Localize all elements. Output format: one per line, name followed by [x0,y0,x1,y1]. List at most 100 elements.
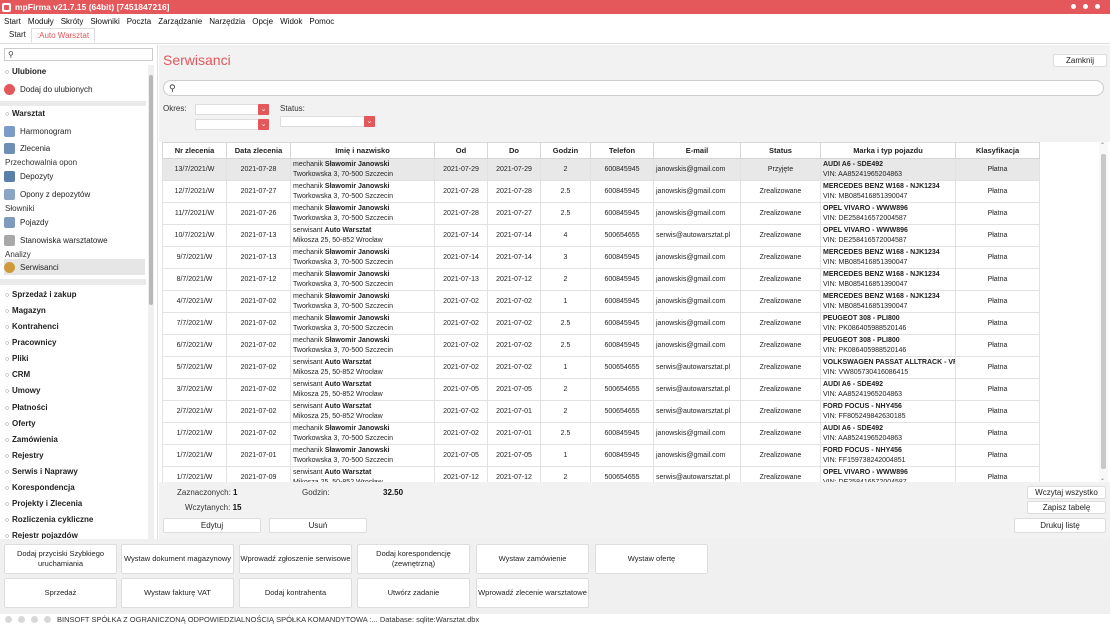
edit-button[interactable]: Edytuj [163,518,261,533]
table-row[interactable]: 5/7/2021/W 2021-07-02 serwisant Auto Warsz… [162,356,1040,379]
close-button[interactable]: Zamknij [1053,54,1107,67]
quick-workshop-order-button[interactable]: Wprowadź zlecenie warsztatowe [476,578,589,608]
col-telefon[interactable]: Telefon [590,142,654,159]
scroll-up-icon[interactable]: ⌃ [1100,143,1106,149]
sidebar-section-rejestry[interactable]: ○ Rejestry [0,448,146,464]
table-row[interactable]: 6/7/2021/W 2021-07-02 mechanik Sławomir Ja… [162,334,1040,357]
sidebar-section-kontrahenci[interactable]: ○ Kontrahenci [0,319,146,335]
table-row[interactable]: 1/7/2021/W 2021-07-09 serwisant Auto Warsz… [162,466,1040,482]
sidebar-item-dodaj-ulubione[interactable]: Dodaj do ulubionych [4,81,145,97]
sidebar-section-pracownicy[interactable]: ○ Pracownicy [0,335,146,351]
cell-status: Zrealizowane [740,422,821,445]
table-row[interactable]: 8/7/2021/W 2021-07-12 mechanik Sławomir Ja… [162,268,1040,291]
sidebar-item-zlecenia[interactable]: Zlecenia [4,140,145,156]
quick-add-contractor-button[interactable]: Dodaj kontrahenta [239,578,352,608]
sidebar-section-sprzedaz[interactable]: ○ Sprzedaż i zakup [0,287,146,303]
scrollbar-thumb[interactable] [1101,154,1106,469]
col-nr-zlecenia[interactable]: Nr zlecenia [162,142,227,159]
menu-pomoc[interactable]: Pomoc [309,16,335,26]
table-row[interactable]: 10/7/2021/W 2021-07-13 serwisant Auto Wars… [162,224,1040,247]
table-row[interactable]: 1/7/2021/W 2021-07-01 mechanik Sławomir Ja… [162,444,1040,467]
load-all-button[interactable]: Wczytaj wszystko [1027,486,1106,499]
maximize-dot-icon[interactable] [1083,4,1088,9]
close-dot-icon[interactable] [1095,4,1100,9]
sidebar-section-rozliczenia[interactable]: ○ Rozliczenia cykliczne [0,512,146,528]
sidebar-section-projekty[interactable]: ○ Projekty i Zlecenia [0,496,146,512]
sidebar-item-opony[interactable]: Opony z depozytów [4,186,145,202]
okres-to-dropdown[interactable]: ⌄ [195,119,269,130]
table-row[interactable]: 4/7/2021/W 2021-07-02 mechanik Sławomir Ja… [162,290,1040,313]
sidebar-section-zamowienia[interactable]: ○ Zamówienia [0,432,146,448]
window-controls[interactable] [1071,4,1100,9]
table-row[interactable]: 13/7/2021/W 2021-07-28 mechanik Sławomir J… [162,158,1040,181]
table-row[interactable]: 3/7/2021/W 2021-07-02 serwisant Auto Warsz… [162,378,1040,401]
sidebar-section-umowy[interactable]: ○ Umowy [0,383,146,399]
sidebar-section-ulubione[interactable]: ○ Ulubione [0,64,146,80]
quick-warehouse-doc-button[interactable]: Wystaw dokument magazynowy [121,544,234,574]
menu-moduly[interactable]: Moduły [27,16,54,26]
col-godzin[interactable]: Godzin [540,142,591,159]
table-row[interactable]: 12/7/2021/W 2021-07-27 mechanik Sławomir J… [162,180,1040,203]
col-email[interactable]: E-mail [653,142,741,159]
col-imie-nazwisko[interactable]: Imię i nazwisko [290,142,435,159]
sidebar-scrollbar[interactable] [148,65,154,539]
minimize-dot-icon[interactable] [1071,4,1076,9]
sidebar-section-crm[interactable]: ○ CRM [0,367,146,383]
quick-create-task-button[interactable]: Utwórz zadanie [357,578,470,608]
col-od[interactable]: Od [434,142,488,159]
delete-button[interactable]: Usuń [269,518,367,533]
table-row[interactable]: 2/7/2021/W 2021-07-02 serwisant Auto Warsz… [162,400,1040,423]
sidebar-section-warsztat[interactable]: ○ Warsztat [0,106,146,122]
scrollbar-thumb[interactable] [149,75,153,305]
sidebar-section-korespondencja[interactable]: ○ Korespondencja [0,480,146,496]
col-klasyfikacja[interactable]: Klasyfikacja [955,142,1040,159]
print-list-button[interactable]: Drukuj listę [1014,518,1106,533]
sidebar-search-input[interactable]: ⚲ [4,48,153,61]
table-row[interactable]: 1/7/2021/W 2021-07-02 mechanik Sławomir Ja… [162,422,1040,445]
table-row[interactable]: 7/7/2021/W 2021-07-02 mechanik Sławomir Ja… [162,312,1040,335]
quick-add-shortcuts-button[interactable]: Dodaj przyciski Szybkiego uruchamiania [4,544,117,574]
sidebar-item-harmonogram[interactable]: Harmonogram [4,123,145,139]
quick-order-button[interactable]: Wystaw zamówienie [476,544,589,574]
cell-od: 2021-07-28 [434,180,488,203]
sidebar-item-serwisanci[interactable]: Serwisanci [4,259,145,275]
menu-zarzadzanie[interactable]: Zarządzanie [158,16,203,26]
quick-sale-button[interactable]: Sprzedaż [4,578,117,608]
menu-opcje[interactable]: Opcje [252,16,274,26]
sidebar-section-serwis[interactable]: ○ Serwis i Naprawy [0,464,146,480]
tab-start[interactable]: Start [9,30,26,39]
table-scrollbar[interactable]: ⌃ ⌄ [1099,142,1108,482]
sidebar-section-oferty[interactable]: ○ Oferty [0,416,146,432]
col-do[interactable]: Do [487,142,541,159]
sidebar-section-rejestr-pojazdow[interactable]: ○ Rejestr pojazdów [0,528,146,539]
col-marka[interactable]: Marka i typ pojazdu [820,142,956,159]
quick-offer-button[interactable]: Wystaw ofertę [595,544,708,574]
col-data-zlecenia[interactable]: Data zlecenia [226,142,291,159]
sidebar-section-platnosci[interactable]: ○ Płatności [0,400,146,416]
status-dropdown[interactable]: ⌄ [280,116,375,127]
menu-bar: Start Moduły Skróty Słowniki Poczta Zarz… [0,14,1110,28]
sidebar-section-magazyn[interactable]: ○ Magazyn [0,303,146,319]
menu-poczta[interactable]: Poczta [126,16,152,26]
save-table-button[interactable]: Zapisz tabelę [1027,501,1106,514]
table-row[interactable]: 11/7/2021/W 2021-07-26 mechanik Sławomir J… [162,202,1040,225]
table-row[interactable]: 9/7/2021/W 2021-07-13 mechanik Sławomir Ja… [162,246,1040,269]
quick-correspondence-button[interactable]: Dodaj korespondencję (zewnętrzną) [357,544,470,574]
sidebar-item-pojazdy[interactable]: Pojazdy [4,214,145,230]
sidebar-item-depozyty[interactable]: Depozyty [4,168,145,184]
tab-auto-warsztat[interactable]: :Auto Warsztat [30,28,96,43]
quick-vat-invoice-button[interactable]: Wystaw fakturę VAT [121,578,234,608]
okres-from-dropdown[interactable]: ⌄ [195,104,269,115]
col-status[interactable]: Status [740,142,821,159]
scroll-down-icon[interactable]: ⌄ [1100,476,1106,482]
menu-widok[interactable]: Widok [280,16,303,26]
main-search-input[interactable]: ⚲ [163,80,1104,96]
menu-start[interactable]: Start [4,16,21,26]
menu-slowniki[interactable]: Słowniki [90,16,120,26]
quick-service-request-button[interactable]: Wprowadź zgłoszenie serwisowe [239,544,352,574]
sidebar-section-pliki[interactable]: ○ Pliki [0,351,146,367]
menu-narzedzia[interactable]: Narzędzia [209,16,246,26]
status-text: BINSOFT SPÓŁKA Z OGRANICZONĄ ODPOWIEDZIA… [57,615,480,624]
sidebar-item-stanowiska[interactable]: Stanowiska warsztatowe [4,232,145,248]
menu-skroty[interactable]: Skróty [60,16,84,26]
